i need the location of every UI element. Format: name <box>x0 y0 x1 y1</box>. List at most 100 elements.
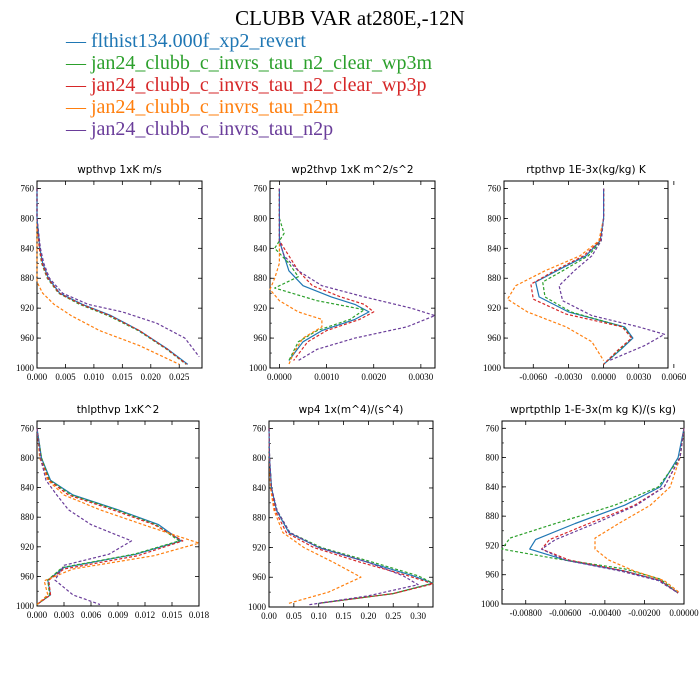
y-tick-label: 920 <box>486 540 500 550</box>
series-line-3 <box>278 188 375 361</box>
y-tick-label: 880 <box>488 273 502 283</box>
x-tick-label: 0.018 <box>189 610 210 620</box>
y-tick-label: 1000 <box>16 363 35 373</box>
legend-item-n2p: — jan24_clubb_c_invrs_tau_n2p <box>66 118 334 140</box>
series-line-5 <box>540 428 685 594</box>
series-line-4 <box>506 188 605 361</box>
x-tick-label: 0.00 <box>261 611 277 621</box>
x-tick-label: 0.0000 <box>591 372 616 382</box>
y-tick-label: 800 <box>253 453 267 463</box>
series-line-1 <box>36 428 182 605</box>
panel-1: wpthvp 1xK m/s76080084088092096010000.00… <box>16 164 203 382</box>
y-tick-label: 800 <box>21 213 35 223</box>
y-tick-label: 840 <box>253 483 267 493</box>
panel-3: rtpthvp 1E-3x(kg/kg) K 760 800 840 880 920 960… <box>483 164 687 382</box>
panel-title: wprtpthlp 1-E-3x(m kg K)/(s kg) <box>510 404 676 416</box>
y-tick-label: 840 <box>254 243 268 253</box>
y-tick-label: 920 <box>21 303 35 313</box>
series-line-2 <box>542 188 633 365</box>
y-tick-label: 960 <box>21 571 35 581</box>
y-tick-label: 760 <box>21 183 35 193</box>
x-tick-label: 0.0010 <box>314 372 339 382</box>
series-line-3 <box>268 428 434 604</box>
panel-title: wp2thvp 1xK m^2/s^2 <box>291 164 413 176</box>
y-tick-label: 1000 <box>483 363 502 373</box>
x-tick-label: -0.00200 <box>628 608 661 618</box>
x-tick-label: 0.003 <box>54 610 75 620</box>
x-tick-label: 0.0030 <box>626 372 651 382</box>
x-tick-label: 0.0020 <box>361 372 386 382</box>
x-tick-label: 0.0030 <box>408 372 433 382</box>
panel-5: wp4 1x(m^4)/(s^4)76080084088092096010000… <box>248 404 434 621</box>
legend-item-n2m: — jan24_clubb_c_invrs_tau_n2m <box>66 96 339 118</box>
plot-frame <box>269 180 436 369</box>
series-line-3 <box>36 428 184 605</box>
x-tick-label: 0.10 <box>311 611 327 621</box>
series-line-5 <box>558 188 666 362</box>
y-tick-label: 840 <box>21 243 35 253</box>
y-tick-label: 960 <box>486 570 500 580</box>
series-line-3 <box>530 188 633 365</box>
x-tick-label: 0.00000 <box>669 608 699 618</box>
y-tick-label: 1000 <box>249 363 268 373</box>
y-tick-label: 920 <box>488 303 502 313</box>
series-line-2 <box>274 188 365 361</box>
series-line-4 <box>268 428 362 604</box>
series-line-2 <box>36 188 187 365</box>
legend-item-clear-wp3m: — jan24_clubb_c_invrs_tau_n2_clear_wp3m <box>66 52 433 74</box>
x-tick-label: -0.00600 <box>549 608 582 618</box>
y-tick-label: 960 <box>253 572 267 582</box>
y-tick-label: 760 <box>253 423 267 433</box>
x-tick-label: 0.15 <box>336 611 352 621</box>
y-tick-label: 880 <box>253 513 267 523</box>
x-tick-label: 0.000 <box>27 372 48 382</box>
y-tick-label: 800 <box>21 453 35 463</box>
series-line-5 <box>36 188 200 358</box>
panel-title: rtpthvp 1E-3x(kg/kg) K <box>526 164 647 176</box>
series-line-3 <box>540 428 685 594</box>
panel-title: thlpthvp 1xK^2 <box>77 404 160 416</box>
y-tick-label: 920 <box>21 542 35 552</box>
panel-title: wpthvp 1xK m/s <box>77 164 162 176</box>
x-tick-label: 0.009 <box>108 610 129 620</box>
x-tick-label: 0.000 <box>27 610 48 620</box>
x-tick-label: 0.30 <box>410 611 426 621</box>
y-tick-label: 960 <box>254 333 268 343</box>
series-line-1 <box>529 428 685 594</box>
x-tick-label: 0.012 <box>135 610 155 620</box>
plot-frame <box>503 180 669 369</box>
y-tick-label: 880 <box>254 273 268 283</box>
series-line-1 <box>534 188 634 365</box>
y-tick-label: 760 <box>486 423 500 433</box>
y-tick-label: 760 <box>21 423 35 433</box>
y-tick-label: 760 <box>254 183 268 193</box>
x-tick-label: 0.05 <box>286 611 302 621</box>
x-tick-label: 0.005 <box>55 372 76 382</box>
series-line-3 <box>36 188 187 365</box>
y-tick-label: 880 <box>21 273 35 283</box>
y-tick-label: 800 <box>486 453 500 463</box>
series-line-2 <box>268 428 434 604</box>
plot-frame <box>36 180 203 369</box>
y-tick-label: 760 <box>488 183 502 193</box>
series-line-4 <box>594 428 685 594</box>
series-line-2 <box>501 428 685 594</box>
y-tick-label: 880 <box>21 512 35 522</box>
series-line-1 <box>278 188 370 361</box>
chart-title: CLUBB VAR at280E,-12N <box>235 6 465 30</box>
x-tick-label: -0.00400 <box>589 608 622 618</box>
x-tick-label: -0.00800 <box>510 608 543 618</box>
x-tick-label: -0.0030 <box>555 372 583 382</box>
panel-title: wp4 1x(m^4)/(s^4) <box>299 404 404 416</box>
y-tick-label: 840 <box>488 243 502 253</box>
panel-6: wprtpthlp 1-E-3x(m kg K)/(s kg) 760 800 840… <box>481 404 699 618</box>
plot-frame <box>36 420 200 607</box>
legend: — flthist134.000f_xp2_revert — jan24_clu… <box>66 30 432 140</box>
y-tick-label: 920 <box>254 303 268 313</box>
y-tick-label: 1000 <box>481 599 500 609</box>
y-tick-label: 960 <box>488 333 502 343</box>
y-tick-label: 920 <box>253 542 267 552</box>
x-tick-label: 0.0060 <box>661 372 686 382</box>
x-tick-label: 0.006 <box>81 610 102 620</box>
